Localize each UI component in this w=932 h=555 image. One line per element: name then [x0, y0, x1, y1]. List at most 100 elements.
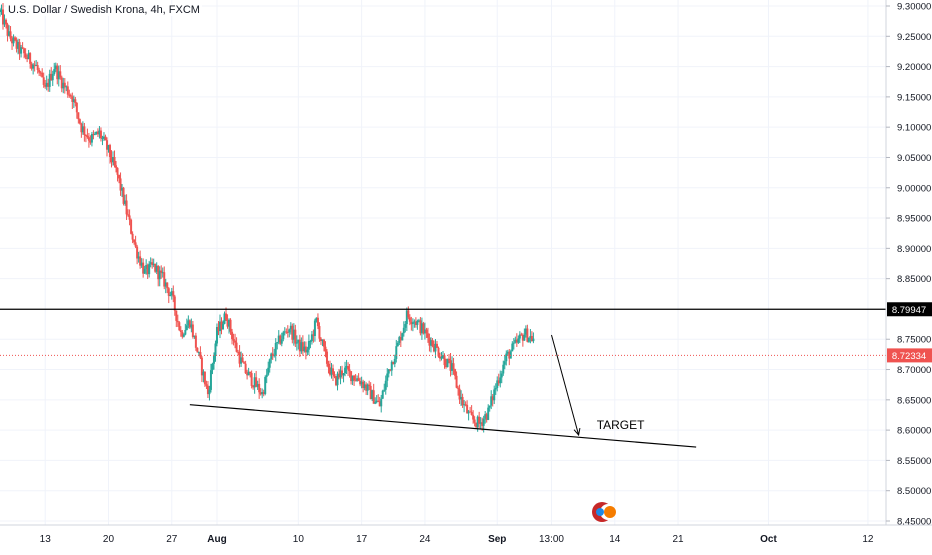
candle-body: [6, 24, 9, 36]
candle-body: [140, 262, 143, 266]
candle-body: [160, 270, 163, 273]
candle-body: [435, 343, 438, 348]
candle-body: [181, 331, 184, 337]
target-label: TARGET: [597, 418, 645, 432]
candle-body: [148, 263, 151, 275]
candle-body: [411, 322, 414, 325]
candle-body: [422, 323, 425, 334]
candle-body: [279, 335, 282, 344]
candle-body: [185, 325, 188, 331]
candle-body: [47, 82, 50, 87]
candle-body: [307, 341, 310, 350]
candle-body: [530, 335, 533, 342]
candle-body: [113, 156, 116, 166]
candle-body: [273, 355, 276, 357]
candle-body: [66, 86, 69, 95]
y-tick-label: 9.00000: [897, 183, 931, 194]
candle-body: [487, 407, 490, 420]
candle-body: [454, 369, 457, 376]
y-tick-label: 8.75000: [897, 335, 931, 346]
candle-body: [26, 57, 29, 60]
candle-body: [488, 405, 491, 408]
candle-body: [258, 383, 261, 393]
candle-body: [164, 282, 167, 287]
candle-body: [434, 343, 437, 352]
candle-body: [348, 369, 351, 372]
y-tick-label: 9.20000: [897, 62, 931, 73]
candle-body: [131, 233, 134, 240]
candle-body: [330, 368, 333, 375]
candle-body: [270, 353, 273, 360]
candle-body: [304, 346, 307, 353]
resistance-price-tag: [887, 302, 932, 317]
candle-body: [98, 130, 101, 135]
candle-body: [449, 360, 452, 371]
candle-body: [502, 364, 505, 374]
candle-body: [59, 71, 62, 78]
candle-body: [108, 145, 111, 158]
candle-body: [345, 366, 348, 368]
candle-body: [490, 396, 493, 406]
candle-body: [107, 145, 110, 150]
candle-body: [499, 377, 502, 384]
x-tick-label: 24: [419, 534, 431, 545]
y-tick-label: 8.60000: [897, 426, 931, 437]
candle-body: [32, 64, 35, 69]
candle-body: [250, 373, 253, 386]
candle-body: [271, 353, 274, 356]
candle-body: [309, 340, 312, 342]
candle-body: [0, 9, 1, 13]
candle-body: [384, 380, 387, 390]
candle-body: [27, 53, 30, 60]
candles: [0, 3, 535, 433]
candle-body: [240, 357, 243, 364]
candle-body: [395, 346, 398, 359]
candle-body: [110, 157, 113, 163]
candle-body: [414, 321, 417, 325]
candle-body: [68, 94, 71, 96]
candle-body: [175, 310, 178, 321]
candle-body: [318, 326, 321, 339]
candle-body: [524, 328, 527, 335]
candle-body: [15, 40, 18, 49]
candle-body: [514, 339, 517, 343]
candle-body: [362, 381, 365, 388]
candle-body: [149, 262, 152, 264]
candle-body: [506, 351, 509, 354]
candle-body: [241, 357, 244, 363]
candle-body: [440, 357, 443, 359]
candle-body: [184, 330, 187, 335]
candle-body: [312, 334, 315, 337]
candle-body: [286, 331, 289, 333]
candle-body: [325, 351, 328, 364]
target-arrow[interactable]: [551, 334, 580, 436]
candle-body: [277, 335, 280, 343]
candle-body: [127, 214, 130, 216]
support-trendline[interactable]: [189, 404, 697, 448]
candle-body: [438, 356, 441, 359]
candle-body: [253, 377, 256, 388]
candle-body: [518, 334, 521, 339]
candle-body: [374, 402, 377, 404]
candle-body: [200, 357, 203, 376]
candle-body: [92, 134, 95, 136]
candle-body: [255, 377, 258, 387]
candle-body: [445, 365, 448, 368]
candle-body: [93, 133, 96, 135]
candle-body: [461, 397, 464, 406]
candle-body: [196, 347, 199, 353]
candle-body: [356, 378, 359, 381]
candle-body: [228, 319, 231, 327]
candle-body: [402, 327, 405, 334]
candle-body: [322, 339, 325, 347]
candle-body: [274, 342, 277, 356]
candle-body: [401, 333, 404, 341]
candle-body: [313, 320, 316, 337]
candle-body: [169, 295, 172, 297]
candle-body: [24, 53, 27, 58]
candle-body: [121, 187, 124, 191]
candle-body: [310, 334, 313, 341]
candle-body: [416, 321, 419, 325]
